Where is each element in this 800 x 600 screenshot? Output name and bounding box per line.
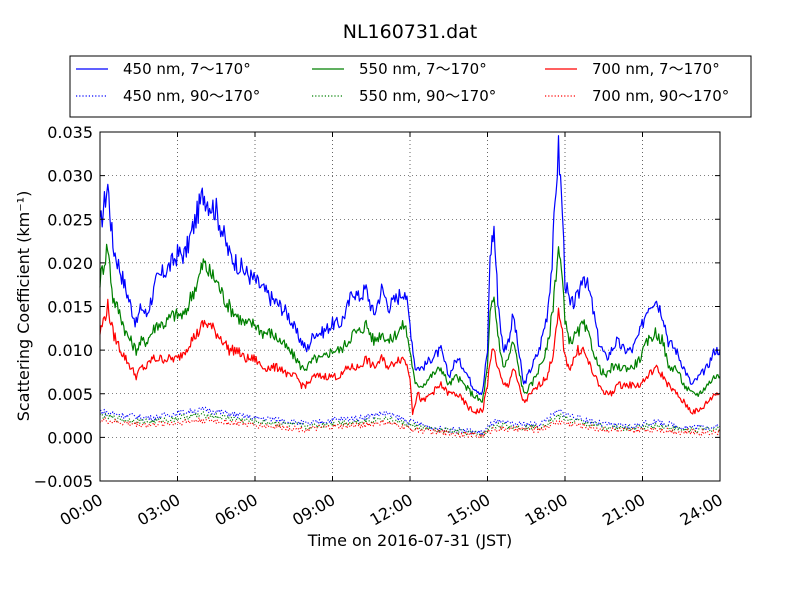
y-tick-label: 0.005	[47, 385, 93, 404]
y-axis-label: Scattering Coefficient (km⁻¹)	[14, 191, 33, 422]
series-line	[99, 411, 721, 438]
y-tick-label: 0.015	[47, 298, 93, 317]
legend-box	[69, 55, 752, 118]
legend-label: 450 nm, 7～170°	[123, 60, 251, 78]
series-line	[99, 135, 721, 396]
y-tick-label: 0.035	[47, 123, 93, 142]
y-tick-label: −0.005	[34, 472, 93, 491]
y-tick-label: 0.010	[47, 341, 93, 360]
series-line	[99, 417, 721, 439]
series-layer	[99, 135, 721, 439]
chart-title: NL160731.dat	[343, 21, 478, 43]
legend: 450 nm, 7～170° 550 nm, 7～170° 700 nm, 7～17…	[69, 55, 752, 118]
legend-label: 700 nm, 90～170°	[592, 87, 729, 105]
gridlines	[100, 132, 720, 481]
legend-label: 450 nm, 90～170°	[123, 87, 260, 105]
ticks	[99, 131, 721, 482]
series-line	[99, 243, 721, 403]
legend-label: 700 nm, 7～170°	[592, 60, 720, 78]
y-tick-label: 0.030	[47, 167, 93, 186]
y-tick-label: 0.020	[47, 254, 93, 273]
plot-area	[99, 131, 721, 482]
series-line	[99, 298, 721, 416]
y-tick-label: 0.000	[47, 428, 93, 447]
x-axis-label: Time on 2016-07-31 (JST)	[307, 531, 512, 550]
legend-label: 550 nm, 90～170°	[359, 87, 496, 105]
y-tick-label: 0.025	[47, 210, 93, 229]
legend-label: 550 nm, 7～170°	[359, 60, 487, 78]
series-line	[99, 406, 721, 436]
y-tick-labels: −0.005 0.000 0.005 0.010 0.015 0.020 0.025 0.03…	[34, 123, 93, 491]
